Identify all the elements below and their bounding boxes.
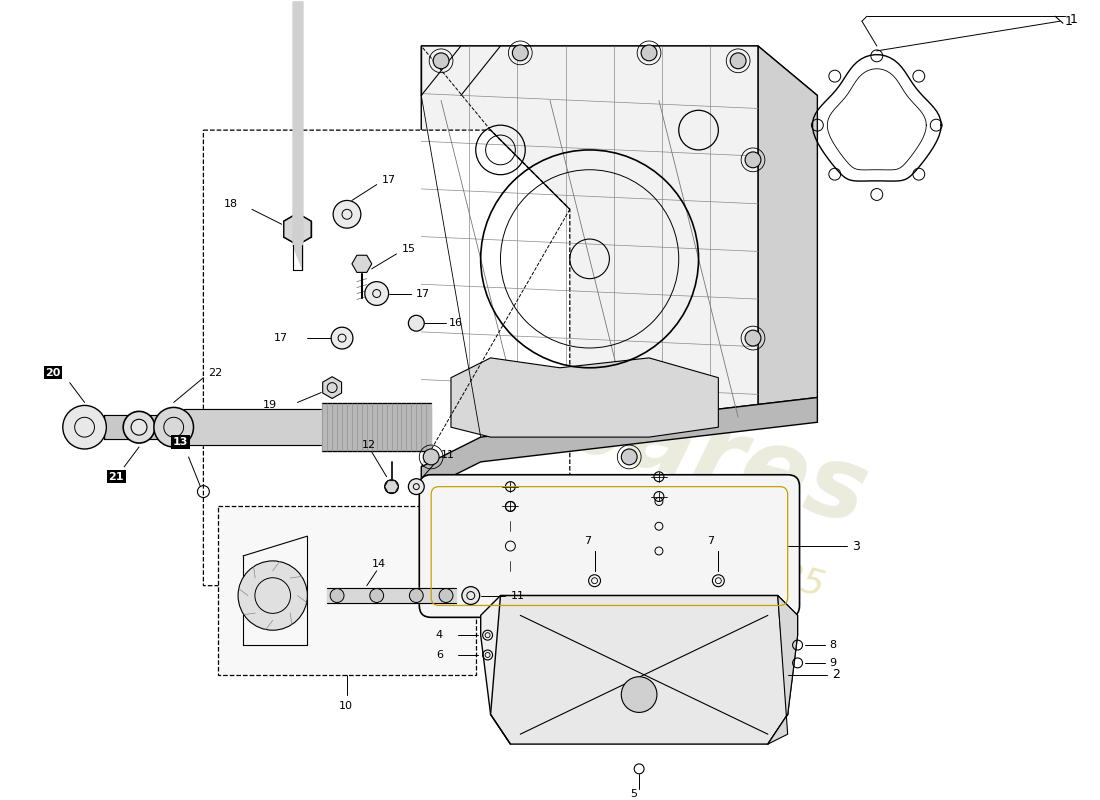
Text: eurospares: eurospares xyxy=(242,289,878,546)
Circle shape xyxy=(131,419,147,435)
Text: 4: 4 xyxy=(436,630,443,640)
Circle shape xyxy=(641,45,657,61)
Text: 15: 15 xyxy=(402,244,416,254)
Text: 14: 14 xyxy=(372,559,386,569)
Circle shape xyxy=(408,315,425,331)
Circle shape xyxy=(424,449,439,465)
Circle shape xyxy=(408,478,425,494)
Polygon shape xyxy=(421,46,758,467)
Circle shape xyxy=(621,449,637,465)
Polygon shape xyxy=(451,358,718,437)
Circle shape xyxy=(730,53,746,69)
Circle shape xyxy=(365,282,388,306)
Circle shape xyxy=(462,586,480,605)
Circle shape xyxy=(123,411,155,443)
Text: 11: 11 xyxy=(510,590,525,601)
Polygon shape xyxy=(284,214,311,245)
Text: 17: 17 xyxy=(274,333,287,343)
Circle shape xyxy=(433,53,449,69)
Polygon shape xyxy=(204,130,570,586)
Text: 1: 1 xyxy=(1065,14,1072,28)
Circle shape xyxy=(439,589,453,602)
Text: 12: 12 xyxy=(362,440,376,450)
Circle shape xyxy=(745,152,761,168)
Text: 13: 13 xyxy=(173,437,188,447)
Text: a passion for parts since 1985: a passion for parts since 1985 xyxy=(292,430,828,603)
Circle shape xyxy=(333,201,361,228)
Text: 11: 11 xyxy=(441,450,455,460)
Text: 20: 20 xyxy=(45,368,60,378)
Polygon shape xyxy=(218,506,475,674)
Text: 8: 8 xyxy=(829,640,836,650)
Text: 18: 18 xyxy=(224,199,239,210)
Circle shape xyxy=(331,327,353,349)
Text: 7: 7 xyxy=(707,536,715,546)
Circle shape xyxy=(621,677,657,713)
Circle shape xyxy=(385,480,398,494)
Circle shape xyxy=(745,330,761,346)
Text: 7: 7 xyxy=(584,536,591,546)
Circle shape xyxy=(238,561,307,630)
Polygon shape xyxy=(481,595,798,714)
Polygon shape xyxy=(768,595,798,744)
Text: 21: 21 xyxy=(109,472,124,482)
Text: 19: 19 xyxy=(263,401,277,410)
Circle shape xyxy=(409,589,424,602)
Polygon shape xyxy=(352,255,372,272)
Text: 1: 1 xyxy=(1070,13,1078,26)
Text: 17: 17 xyxy=(416,289,430,298)
Text: 16: 16 xyxy=(449,318,463,328)
Text: 5: 5 xyxy=(630,789,638,798)
Polygon shape xyxy=(491,595,788,744)
Text: 17: 17 xyxy=(382,174,396,185)
Circle shape xyxy=(370,589,384,602)
Polygon shape xyxy=(322,377,342,398)
Text: 10: 10 xyxy=(339,702,353,711)
Text: 9: 9 xyxy=(829,658,836,668)
Circle shape xyxy=(63,406,107,449)
Polygon shape xyxy=(421,46,817,95)
Polygon shape xyxy=(421,398,817,491)
Text: 3: 3 xyxy=(852,539,860,553)
Polygon shape xyxy=(758,46,817,427)
Text: 2: 2 xyxy=(833,668,840,682)
Polygon shape xyxy=(421,398,817,467)
Circle shape xyxy=(154,407,194,447)
Polygon shape xyxy=(385,481,398,493)
FancyBboxPatch shape xyxy=(419,474,800,618)
Text: 22: 22 xyxy=(208,368,222,378)
Text: 6: 6 xyxy=(436,650,443,660)
Circle shape xyxy=(513,45,528,61)
Circle shape xyxy=(330,589,344,602)
